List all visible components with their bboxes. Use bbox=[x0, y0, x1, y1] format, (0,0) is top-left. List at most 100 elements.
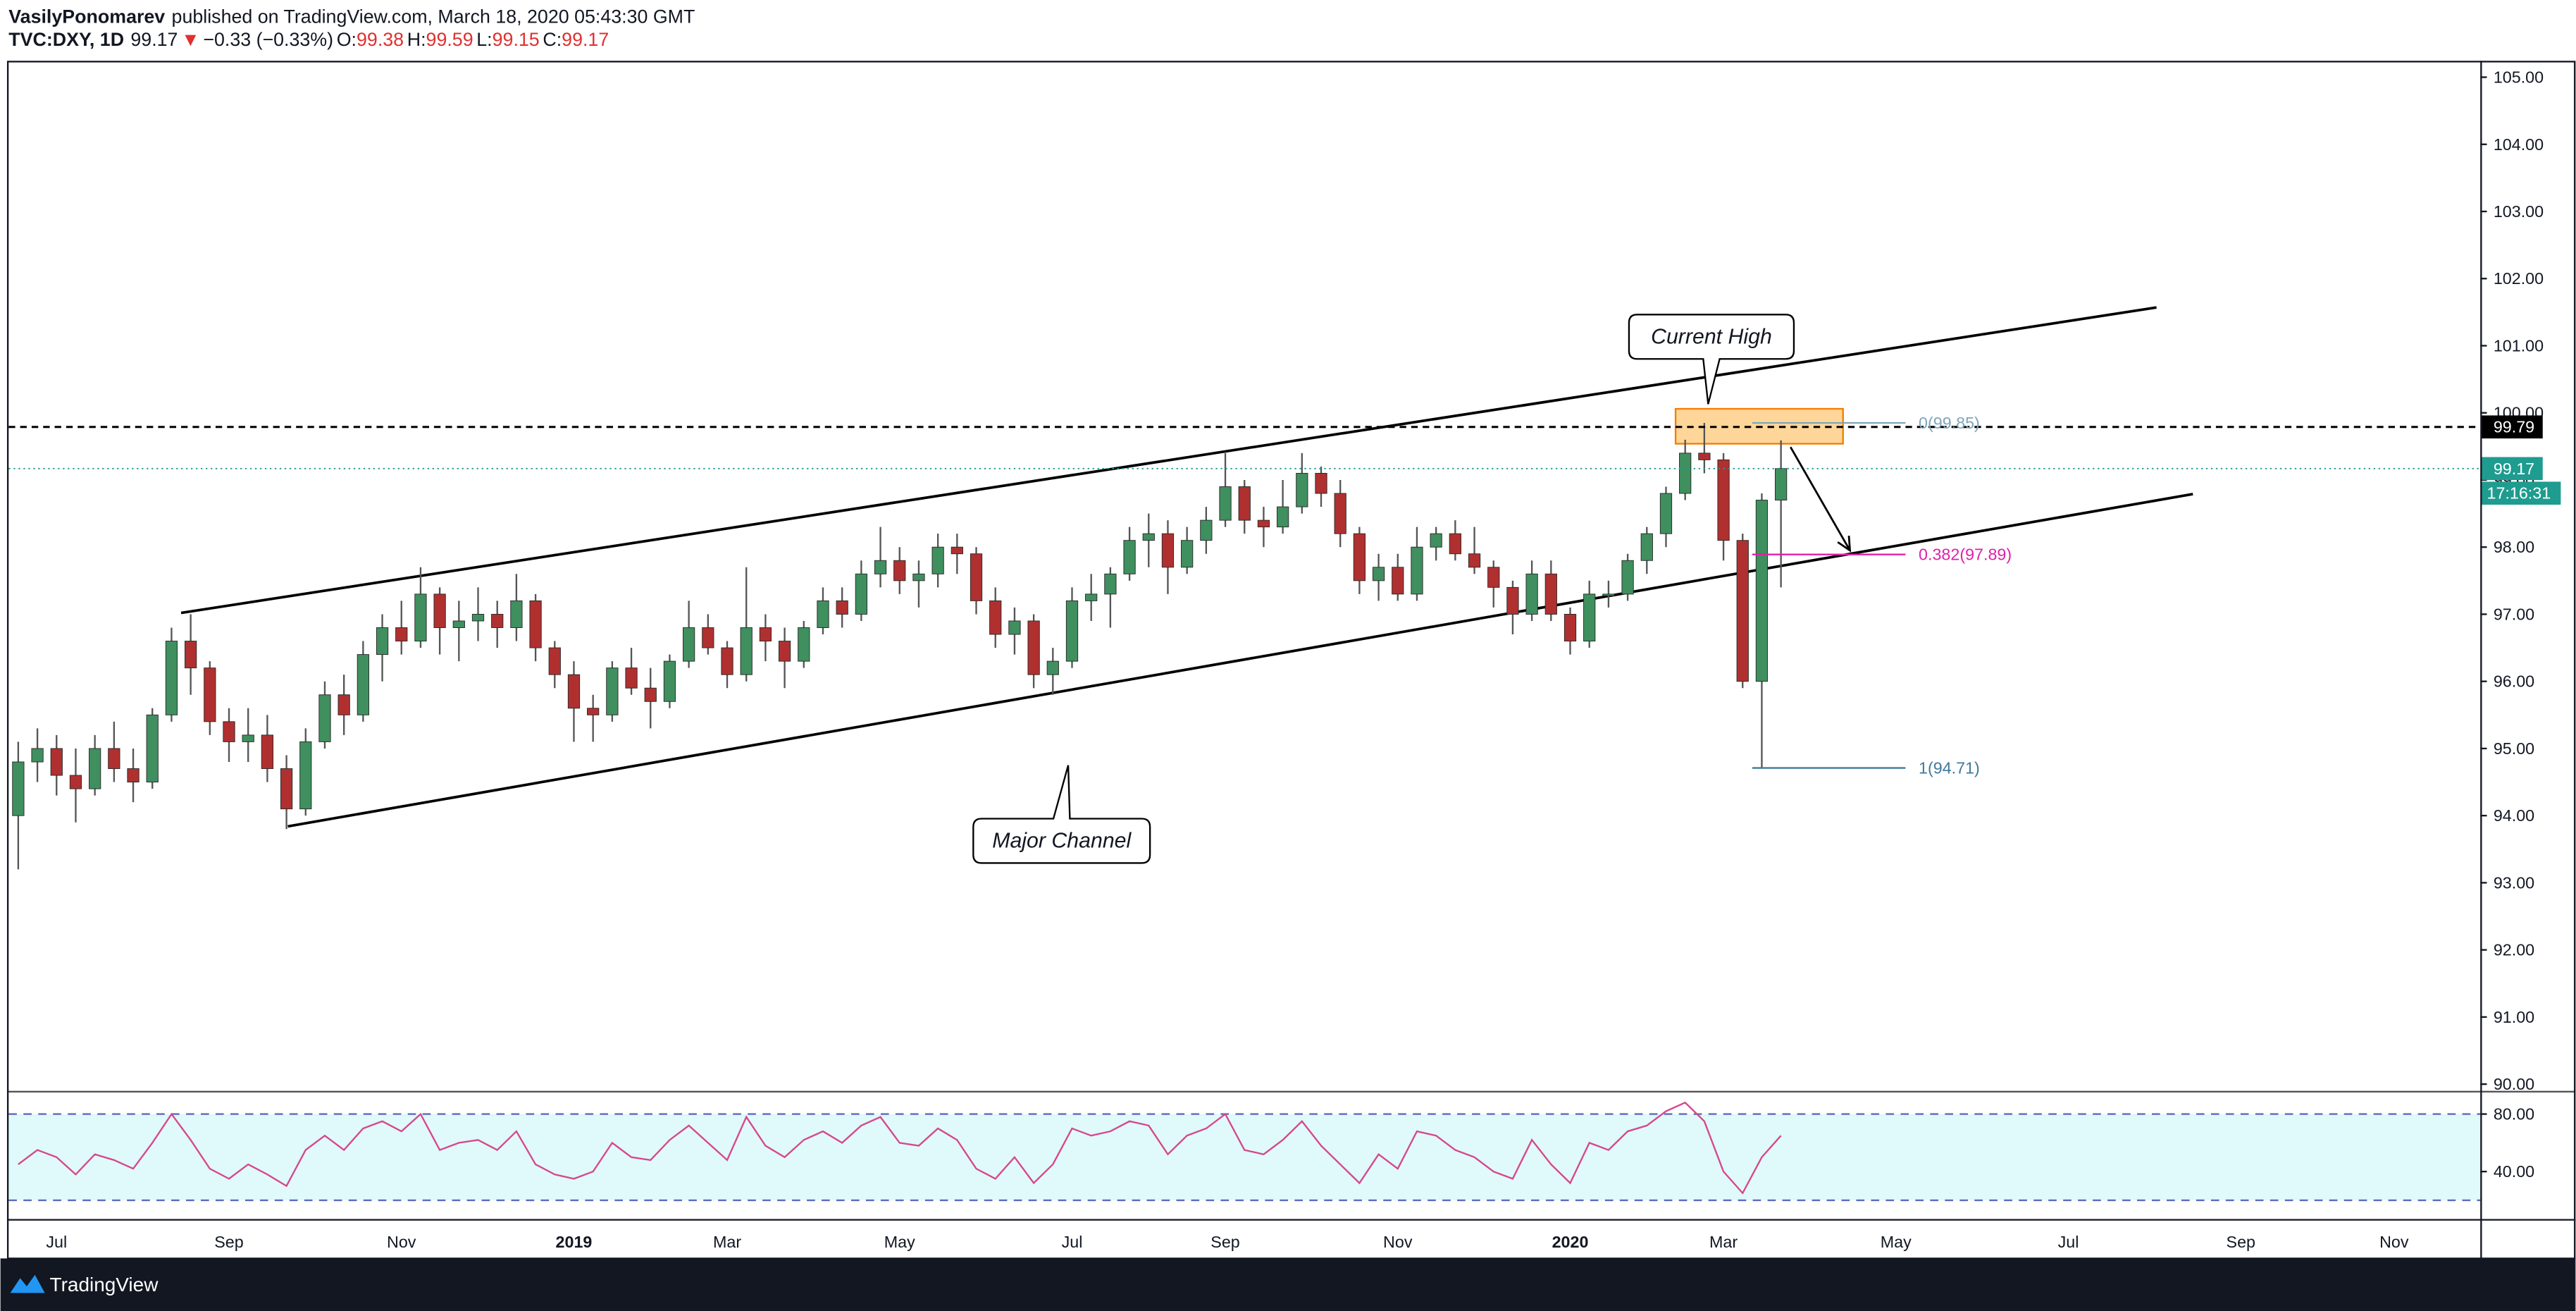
candle-body bbox=[184, 641, 197, 669]
price-label-box bbox=[2482, 415, 2543, 439]
change-arrow: ▼ bbox=[181, 29, 200, 50]
candle-body bbox=[89, 748, 101, 789]
x-tick-label: 2020 bbox=[1552, 1233, 1589, 1251]
candle-body bbox=[606, 667, 619, 715]
candle-body bbox=[989, 600, 1002, 635]
candle-body bbox=[204, 667, 216, 722]
candle-body bbox=[1430, 533, 1442, 548]
candle-body bbox=[395, 627, 408, 642]
header-line: VasilyPonomarev published on TradingView.… bbox=[8, 6, 695, 27]
x-tick-label: Nov bbox=[2379, 1233, 2409, 1251]
price-label-box bbox=[2482, 457, 2543, 481]
candle-body bbox=[625, 667, 638, 689]
candle-body bbox=[1544, 573, 1557, 615]
y-tick-label: 104.00 bbox=[2494, 135, 2544, 154]
last-price: 99.17 bbox=[130, 29, 178, 50]
plot: 80.00 40.00 0(99.85) 0.382(97.89) 1(94.71) Cu… bbox=[8, 68, 2561, 1251]
candle-body bbox=[1334, 493, 1346, 534]
candle-body bbox=[1449, 533, 1461, 555]
candle-body bbox=[31, 748, 44, 763]
candle-body bbox=[1679, 453, 1692, 494]
candle-body bbox=[338, 694, 350, 715]
candle-body bbox=[1008, 620, 1021, 635]
candle-body bbox=[1640, 533, 1653, 561]
rsi-band-fill bbox=[8, 1114, 2481, 1200]
y-tick-label: 90.00 bbox=[2494, 1075, 2534, 1093]
candle-body bbox=[1563, 613, 1577, 642]
candle-body bbox=[1372, 567, 1385, 581]
candle-body bbox=[1621, 560, 1634, 595]
candle-body bbox=[644, 687, 657, 702]
y-tick-label: 103.00 bbox=[2494, 202, 2544, 221]
candle-body bbox=[471, 613, 485, 622]
candle-body bbox=[1296, 472, 1308, 507]
candle-body bbox=[1257, 519, 1270, 528]
candle-body bbox=[950, 546, 963, 555]
y-tick-label: 94.00 bbox=[2494, 806, 2534, 825]
candle-body bbox=[127, 768, 140, 783]
brand-name: TradingView bbox=[50, 1274, 159, 1295]
candle-body bbox=[548, 647, 561, 675]
callout-box bbox=[972, 765, 1151, 864]
x-tick-label: 2019 bbox=[556, 1233, 593, 1251]
symbol: TVC:DXY, 1D bbox=[8, 29, 124, 50]
candle-body bbox=[261, 734, 274, 769]
candle-body bbox=[798, 627, 810, 662]
candle-body bbox=[1065, 600, 1079, 662]
x-tick-label: Mar bbox=[713, 1233, 741, 1251]
candle-body bbox=[1659, 493, 1673, 534]
y-tick-label: 91.00 bbox=[2494, 1008, 2534, 1026]
candle-body bbox=[702, 627, 714, 648]
candle-body bbox=[893, 560, 906, 581]
brand-logo bbox=[10, 1274, 45, 1293]
candle-body bbox=[357, 654, 369, 715]
fib-label: 0.382(97.89) bbox=[1919, 546, 2012, 564]
candle-body bbox=[567, 674, 581, 709]
low-label: L: bbox=[476, 29, 492, 50]
rsi-tick-label: 40.00 bbox=[2494, 1162, 2534, 1181]
price-label: 99.17 bbox=[2494, 460, 2534, 478]
candle-body bbox=[69, 775, 82, 789]
y-tick-label: 98.00 bbox=[2494, 538, 2534, 556]
candle-body bbox=[912, 573, 925, 581]
candle-body bbox=[1411, 546, 1423, 595]
channel-line bbox=[287, 493, 2193, 828]
rsi-line bbox=[18, 1101, 1782, 1195]
candle-body bbox=[1161, 533, 1175, 568]
candle-body bbox=[1238, 486, 1251, 521]
high-label: H: bbox=[407, 29, 426, 50]
y-tick-label: 101.00 bbox=[2494, 336, 2544, 355]
candle-body bbox=[491, 613, 504, 628]
candle-body bbox=[1392, 567, 1404, 595]
publisher: VasilyPonomarev bbox=[8, 6, 165, 27]
price-label: 99.79 bbox=[2494, 418, 2534, 436]
close-label: C: bbox=[543, 29, 562, 50]
candle-body bbox=[1602, 593, 1615, 596]
candle-body bbox=[1142, 533, 1155, 541]
x-tick-label: Jul bbox=[46, 1233, 67, 1251]
candle-body bbox=[931, 546, 944, 574]
y-tick-label: 97.00 bbox=[2494, 605, 2534, 623]
high-value: 99.59 bbox=[426, 29, 473, 50]
candle-body bbox=[683, 627, 695, 662]
candle-body bbox=[529, 600, 542, 648]
candle-body bbox=[874, 560, 887, 574]
x-tick-label: Jul bbox=[1062, 1233, 1083, 1251]
x-tick-label: Mar bbox=[1709, 1233, 1738, 1251]
forecast-arrow bbox=[1790, 446, 1852, 553]
candle-body bbox=[299, 741, 312, 810]
change: −0.33 (−0.33%) bbox=[203, 29, 333, 50]
y-tick-label: 95.00 bbox=[2494, 739, 2534, 758]
candle-body bbox=[1468, 553, 1481, 568]
y-tick-label: 96.00 bbox=[2494, 672, 2534, 691]
candle-body bbox=[740, 627, 753, 675]
candle-body bbox=[1027, 620, 1040, 675]
x-tick-label: Sep bbox=[1210, 1233, 1239, 1251]
callout-text: Current High bbox=[1651, 325, 1772, 348]
fib-label: 0(99.85) bbox=[1919, 414, 1980, 432]
candle-body bbox=[759, 627, 772, 642]
candle-body bbox=[108, 748, 120, 769]
channel-line bbox=[180, 306, 2157, 615]
